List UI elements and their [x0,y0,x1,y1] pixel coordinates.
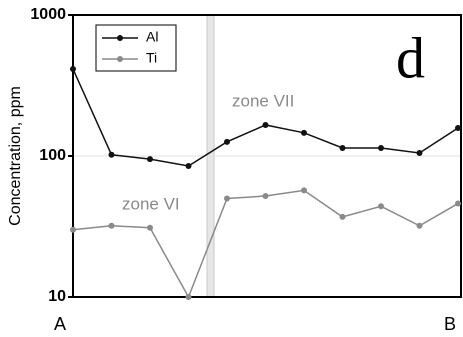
chart: 10 100 1000 Concentration, ppm A Bzone VII zon… [0,0,463,337]
data-point [186,163,192,169]
data-point [186,294,192,300]
data-point [147,225,153,231]
legend-marker [117,35,123,41]
annotation: zone VII [232,91,294,110]
x-tick-label: A [54,314,66,334]
background [0,0,463,337]
data-point [455,125,461,131]
legend-label: Al [146,29,158,45]
data-point [340,145,346,151]
data-point [340,214,346,220]
data-point [417,150,423,156]
data-point [263,122,269,128]
data-point [109,223,115,229]
data-point [455,201,461,207]
data-point [417,223,423,229]
data-point [147,156,153,162]
y-tick-label: 1000 [30,6,66,23]
data-point [263,193,269,199]
data-point [224,195,230,201]
data-point [301,187,307,193]
y-axis-label: Concentration, ppm [7,86,24,226]
y-tick-label: 10 [48,288,66,305]
x-tick-label: B [444,314,456,334]
legend-marker [117,56,123,62]
data-point [109,152,115,158]
data-point [224,139,230,145]
data-point [378,145,384,151]
data-point [70,227,76,233]
y-tick-label: 100 [39,147,66,164]
data-point [301,130,307,136]
data-point [378,203,384,209]
legend-label: Ti [146,50,157,66]
data-point [70,66,76,72]
panel-letter: d [396,25,425,90]
legend-box [96,25,176,71]
annotation: zone VI [122,194,180,213]
